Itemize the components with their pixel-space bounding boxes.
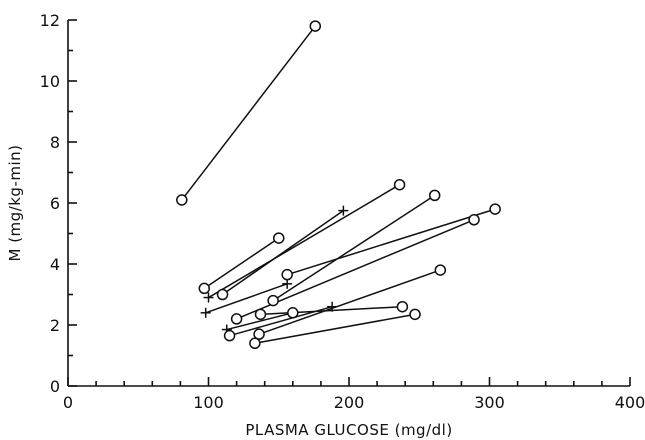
circle-marker — [409, 308, 421, 321]
y-tick-label: 0 — [50, 377, 60, 396]
circle-marker — [273, 232, 285, 244]
circle-marker — [216, 288, 229, 301]
circle-marker — [287, 307, 299, 319]
circle-marker — [434, 264, 447, 276]
circle-marker — [249, 337, 261, 350]
x-tick-label: 100 — [193, 393, 224, 412]
pair-connector-line — [208, 184, 400, 299]
x-axis-title: PLASMA GLUCOSE (mg/dl) — [245, 421, 452, 439]
circle-marker — [468, 214, 480, 226]
circle-marker — [176, 194, 188, 206]
circle-marker — [230, 313, 243, 325]
circle-marker — [428, 189, 441, 202]
plus-marker — [327, 301, 338, 312]
circle-marker — [489, 203, 501, 215]
circle-marker — [267, 294, 279, 307]
pair-connector-line — [254, 313, 416, 345]
circle-marker — [253, 328, 265, 340]
circle-marker — [223, 329, 236, 342]
plus-marker — [282, 278, 293, 289]
y-tick-label: 10 — [40, 72, 60, 91]
axis-ticks: 0 100 200 300 400 0 2 4 6 8 10 12 — [40, 11, 645, 412]
pair-connector-line — [226, 312, 293, 331]
x-tick-label: 0 — [63, 393, 73, 412]
pair-connector-line — [205, 283, 288, 314]
plus-marker — [338, 205, 349, 216]
pair-connector-line — [181, 25, 316, 201]
y-tick-label: 12 — [40, 11, 60, 30]
pair-connector-line — [222, 210, 344, 296]
y-tick-label: 4 — [50, 255, 60, 274]
x-tick-label: 400 — [615, 393, 645, 412]
y-tick-label: 2 — [50, 316, 60, 335]
plus-marker — [203, 292, 214, 303]
pair-connector-line — [229, 305, 333, 337]
circle-marker — [396, 300, 409, 313]
circle-marker — [198, 282, 211, 295]
circle-marker — [309, 20, 322, 32]
y-tick-label: 6 — [50, 194, 60, 213]
pair-connector-line — [286, 208, 496, 276]
data-series — [176, 20, 501, 350]
x-tick-label: 300 — [474, 393, 505, 412]
pair-connector-line — [203, 237, 280, 290]
pair-connector-line — [272, 194, 436, 302]
y-axis-title: M (mg/kg-min) — [6, 144, 24, 261]
circle-marker — [254, 308, 267, 321]
x-tick-label: 200 — [334, 393, 365, 412]
y-tick-label: 8 — [50, 133, 60, 152]
circle-marker — [281, 268, 293, 281]
pair-connector-line — [258, 269, 441, 335]
circle-marker — [393, 178, 406, 191]
plus-marker — [200, 307, 211, 318]
